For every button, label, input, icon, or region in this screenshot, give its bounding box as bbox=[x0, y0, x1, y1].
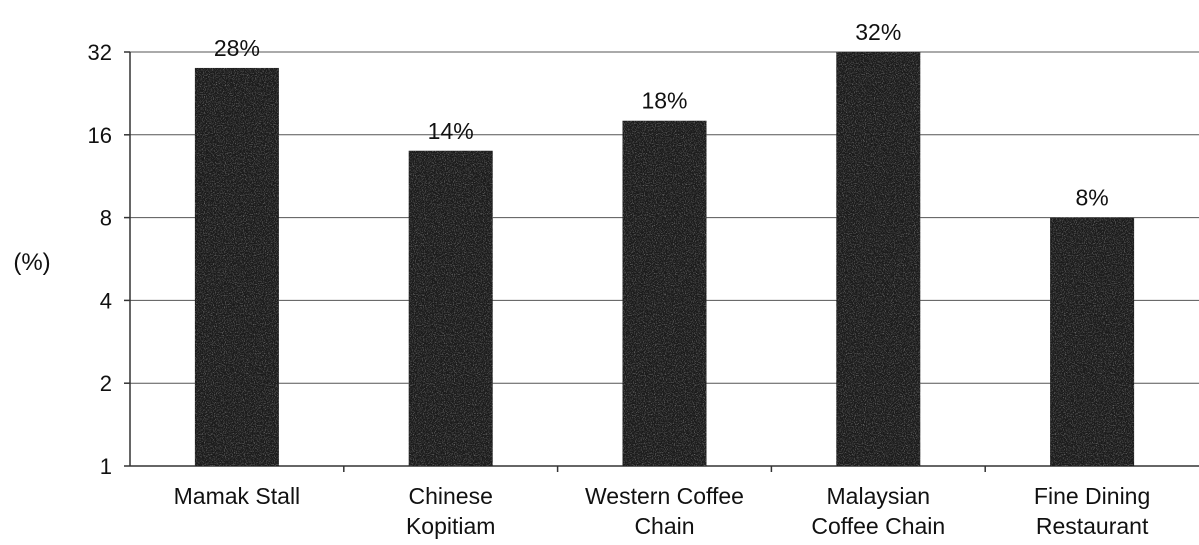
data-labels: 28% 14% 18% 32% 8% bbox=[214, 19, 1109, 211]
category-label: Western Coffee Chain bbox=[585, 483, 744, 539]
bar bbox=[408, 150, 493, 466]
data-label: 8% bbox=[1075, 185, 1108, 211]
data-label: 14% bbox=[428, 118, 474, 144]
y-tick-label: 32 bbox=[88, 40, 112, 65]
category-label: Chinese Kopitiam bbox=[406, 483, 495, 539]
data-label: 32% bbox=[855, 19, 901, 45]
y-tick-labels: 32 16 8 4 2 1 bbox=[88, 40, 130, 479]
category-label: Fine Dining Restaurant bbox=[1034, 483, 1150, 539]
y-tick-label: 2 bbox=[100, 371, 112, 396]
bar bbox=[836, 52, 921, 466]
category-label: Malaysian Coffee Chain bbox=[811, 483, 945, 539]
y-axis-title: (%) bbox=[13, 249, 50, 276]
category-labels: Mamak Stall Chinese Kopitiam Western Coffee… bbox=[174, 466, 1150, 539]
y-tick-label: 4 bbox=[100, 288, 112, 313]
bars bbox=[194, 52, 1135, 466]
data-label: 28% bbox=[214, 35, 260, 61]
category-label: Mamak Stall bbox=[174, 483, 301, 509]
bar bbox=[622, 120, 707, 466]
y-tick-label: 1 bbox=[100, 454, 112, 479]
bar bbox=[194, 67, 279, 466]
y-tick-label: 8 bbox=[100, 206, 112, 231]
data-label: 18% bbox=[641, 88, 687, 114]
y-tick-label: 16 bbox=[88, 123, 112, 148]
bar bbox=[1050, 217, 1135, 466]
